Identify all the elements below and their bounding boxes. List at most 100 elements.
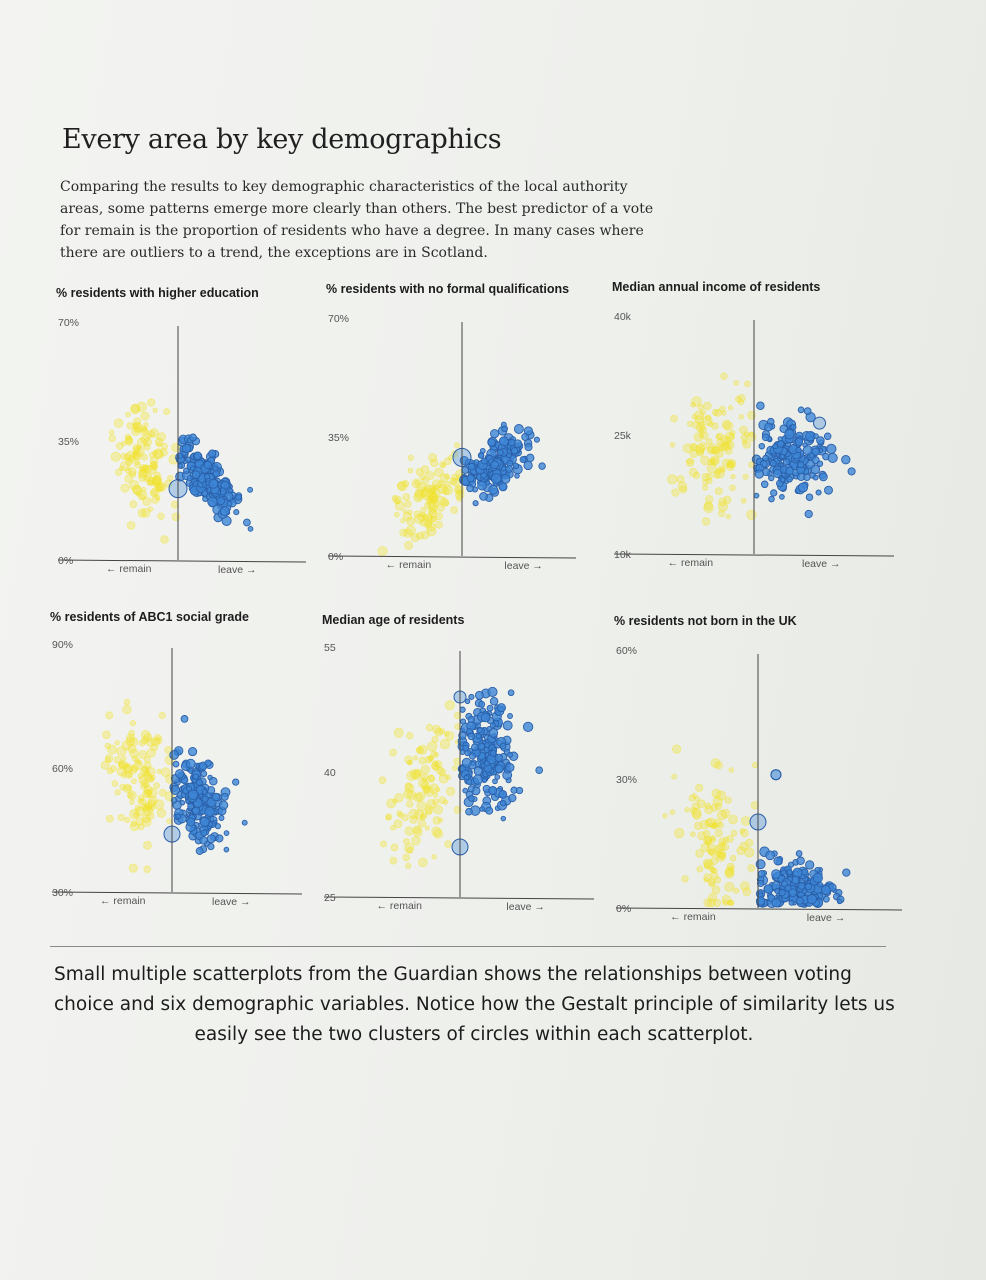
remain-point	[721, 419, 732, 430]
remain-point	[703, 877, 709, 883]
remain-point	[106, 767, 114, 775]
remain-point	[133, 811, 139, 818]
remain-point	[718, 837, 727, 846]
remain-point	[719, 466, 726, 473]
remain-point	[432, 816, 441, 825]
remain-point	[147, 398, 156, 407]
remain-point	[137, 490, 148, 501]
remain-point	[110, 451, 121, 462]
leave-point	[813, 433, 819, 439]
leave-cluster	[459, 421, 546, 507]
remain-point	[676, 475, 685, 484]
remain-point	[450, 506, 458, 514]
remain-point	[121, 755, 127, 762]
remain-point	[722, 899, 729, 906]
remain-point	[149, 451, 156, 459]
remain-point	[703, 502, 714, 514]
leave-point	[191, 806, 201, 815]
remain-point	[692, 471, 701, 480]
remain-point	[149, 456, 159, 466]
remain-point	[751, 761, 759, 769]
remain-point	[420, 486, 427, 493]
remain-point	[399, 528, 408, 537]
remain-point	[406, 846, 414, 854]
remain-point	[430, 750, 438, 758]
remain-point	[154, 734, 162, 742]
leave-point	[499, 799, 507, 807]
remain-point	[125, 438, 133, 446]
remain-point	[145, 737, 156, 747]
leave-point	[203, 460, 212, 470]
leave-point	[494, 753, 503, 763]
leave-point	[192, 773, 199, 780]
leave-point	[774, 887, 781, 895]
remain-point	[129, 766, 138, 775]
y-tick-label: 40k	[614, 311, 632, 323]
remain-point	[419, 813, 427, 821]
remain-point	[696, 799, 706, 809]
remain-point	[131, 755, 139, 762]
remain-point	[662, 813, 668, 819]
remain-point	[154, 736, 163, 745]
leave-point	[498, 436, 509, 447]
leave-point	[538, 462, 546, 470]
leave-point	[768, 474, 775, 482]
remain-point	[706, 843, 717, 855]
remain-point	[677, 481, 688, 492]
intro-line: Comparing the results to key demographic…	[60, 179, 628, 195]
remain-point	[709, 836, 717, 844]
remain-point	[156, 441, 162, 448]
leave-point	[187, 789, 199, 800]
page-title: Every area by key demographics	[62, 124, 502, 155]
remain-point	[438, 773, 449, 784]
remain-point	[142, 789, 151, 799]
remain-point	[404, 755, 413, 764]
remain-point	[433, 828, 444, 839]
remain-point	[434, 786, 441, 793]
remain-point	[107, 744, 118, 755]
remain-point	[702, 415, 713, 427]
remain-point	[148, 776, 155, 783]
leave-point	[499, 742, 507, 750]
leave-point	[487, 438, 496, 447]
remain-point	[714, 468, 725, 479]
remain-point	[134, 757, 141, 764]
leave-point	[187, 802, 195, 810]
leave-point	[772, 468, 783, 478]
leave-point	[815, 489, 822, 496]
leave-point	[523, 426, 533, 436]
remain-point	[437, 817, 444, 823]
remain-point	[140, 411, 150, 421]
remain-point	[118, 760, 128, 770]
chart-higher-education: % residents with higher education 0% 35% 7…	[56, 286, 326, 586]
leave-point	[510, 447, 519, 455]
remain-point	[419, 473, 426, 481]
remain-point	[406, 790, 417, 801]
remain-point	[422, 513, 429, 521]
leave-point	[502, 720, 513, 731]
remain-point	[723, 421, 734, 431]
remain-point	[439, 728, 446, 735]
remain-point	[393, 511, 400, 518]
remain-point	[143, 865, 151, 874]
remain-point	[158, 788, 167, 797]
remain-point	[728, 814, 738, 825]
leave-direction-label: leave →	[504, 560, 543, 572]
remain-point	[123, 764, 132, 774]
leave-point	[471, 743, 479, 752]
remain-point	[146, 806, 152, 812]
chart-not-born-uk: % residents not born in the UK 0% 30% 60% ←…	[614, 614, 903, 924]
remain-point	[409, 815, 418, 824]
remain-point	[711, 867, 718, 874]
remain-point	[710, 856, 719, 865]
remain-point	[702, 858, 713, 868]
y-tick-label: 30%	[616, 774, 637, 786]
y-tick-label: 30%	[52, 887, 73, 899]
leave-point	[172, 760, 180, 768]
leave-point	[506, 452, 512, 459]
leave-point	[795, 896, 804, 905]
remain-point	[431, 826, 442, 837]
remain-point	[693, 821, 703, 831]
remain-point	[140, 783, 148, 791]
leave-point	[490, 460, 499, 470]
